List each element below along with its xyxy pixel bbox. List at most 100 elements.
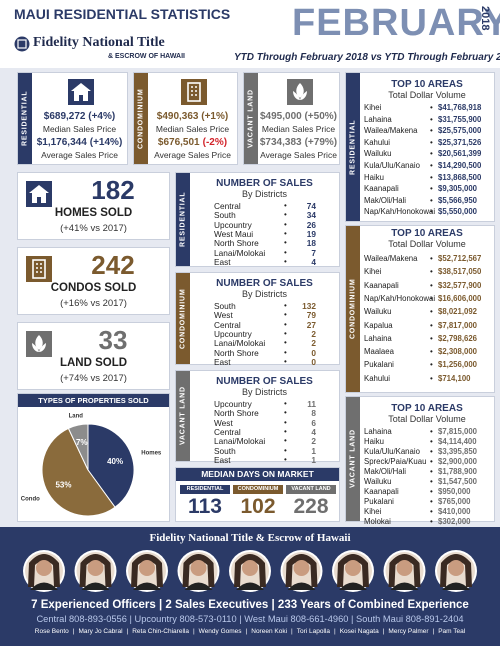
bullet: • bbox=[430, 457, 433, 466]
district-name: Upcountry bbox=[214, 328, 252, 339]
bullet: • bbox=[430, 207, 433, 217]
bullet: • bbox=[284, 399, 287, 408]
area-name: Wailea/Makena bbox=[364, 126, 418, 136]
district-count: 1 bbox=[311, 445, 316, 456]
top-areas-subtitle: Total Dollar Volume bbox=[388, 239, 466, 249]
staff-name: Rose Bento bbox=[34, 628, 69, 635]
area-name: Spreck/Paia/Kuau bbox=[364, 457, 427, 466]
area-volume: $765,000 bbox=[438, 497, 471, 506]
days-label: VACANT LAND bbox=[286, 485, 336, 494]
area-name: Lahaina bbox=[364, 427, 392, 436]
district-box: RESIDENTIAL NUMBER OF SALES By Districts Ce… bbox=[175, 172, 340, 267]
icon-glyph bbox=[32, 259, 46, 279]
area-name: Kapalua bbox=[364, 320, 393, 330]
district-name: East bbox=[214, 454, 231, 465]
district-count: 2 bbox=[311, 328, 316, 339]
district-count: 4 bbox=[311, 256, 316, 267]
area-name: Kaanapali bbox=[364, 184, 399, 194]
area-name: Kihei bbox=[364, 267, 382, 277]
side-label: VACANT LAND bbox=[346, 397, 360, 521]
side-label: CONDOMINIUM bbox=[134, 73, 148, 164]
tagline: 7 Experienced Officers | 2 Sales Executi… bbox=[31, 599, 469, 611]
bullet: • bbox=[430, 280, 433, 290]
bullet: • bbox=[430, 373, 433, 383]
bullet: • bbox=[284, 445, 287, 455]
average-label: Average Sales Price bbox=[154, 150, 231, 160]
bullet: • bbox=[430, 477, 433, 486]
bullet: • bbox=[430, 360, 433, 370]
area-volume: $14,290,500 bbox=[438, 161, 482, 170]
district-name: East bbox=[214, 256, 231, 267]
staff-name: Pam Teal bbox=[438, 628, 466, 635]
district-name: North Shore bbox=[214, 408, 259, 419]
days-value: 228 bbox=[293, 495, 329, 518]
staff-photo bbox=[23, 550, 65, 592]
area-volume: $8,021,092 bbox=[438, 307, 478, 317]
days-value: 113 bbox=[188, 495, 222, 518]
area-volume: $5,566,950 bbox=[438, 195, 478, 205]
sold-count: 182 bbox=[91, 175, 135, 205]
icon bbox=[286, 79, 313, 105]
area-name: Wailuku bbox=[364, 149, 392, 159]
chart-title: TYPES OF PROPERTIES SOLD bbox=[18, 394, 169, 407]
separator: | bbox=[126, 628, 129, 635]
logo bbox=[14, 36, 30, 52]
district-name: East bbox=[214, 356, 231, 367]
period: YTD Through February 2018 vs YTD Through… bbox=[234, 52, 500, 63]
staff-name: Mercy Palmer bbox=[388, 628, 429, 635]
district-name: Upcountry bbox=[214, 399, 252, 409]
median-price: $689,272 (+4%) bbox=[43, 111, 116, 122]
category-label: Condo bbox=[21, 497, 40, 503]
icon-glyph bbox=[292, 83, 307, 100]
bullet: • bbox=[284, 210, 287, 220]
average-change: (+14%) bbox=[89, 137, 123, 148]
sold-label: CONDOS SOLD bbox=[50, 282, 137, 294]
district-box: VACANT LAND NUMBER OF SALES By Districts Up… bbox=[175, 370, 340, 465]
staff-photo bbox=[126, 550, 168, 592]
area-volume: $25,575,000 bbox=[438, 126, 482, 136]
district-title: NUMBER OF SALES bbox=[216, 178, 313, 189]
area-name: Kula/Ulu/Kanaio bbox=[364, 447, 420, 456]
days-box: MEDIAN DAYS ON MARKET RESIDENTIAL 113 CONDO… bbox=[175, 467, 340, 522]
average-label: Average Sales Price bbox=[41, 150, 118, 160]
bullet: • bbox=[430, 137, 433, 147]
area-name: Maalaea bbox=[364, 347, 394, 357]
district-name: Lanai/Molokai bbox=[214, 247, 266, 258]
district-count: 0 bbox=[311, 356, 316, 367]
icon bbox=[26, 256, 52, 282]
staff-name: Noreen Koki bbox=[251, 628, 288, 635]
bullet: • bbox=[430, 437, 433, 446]
median-label: Median Sales Price bbox=[42, 124, 117, 134]
area-volume: $4,114,400 bbox=[438, 437, 477, 446]
side-label: RESIDENTIAL bbox=[176, 173, 190, 266]
district-name: South bbox=[214, 301, 236, 311]
staff-photo bbox=[177, 550, 220, 592]
bullet: • bbox=[430, 427, 433, 436]
average-change: (-2%) bbox=[202, 137, 228, 148]
bullet: • bbox=[284, 436, 287, 446]
separator: | bbox=[291, 628, 293, 635]
value-label: 7% bbox=[76, 438, 88, 447]
district-name: Central bbox=[214, 426, 241, 437]
separator: | bbox=[432, 628, 435, 635]
area-volume: $714,100 bbox=[438, 373, 471, 383]
price-box: VACANT LAND $495,000 (+50%) Median Sales P… bbox=[243, 72, 340, 165]
bullet: • bbox=[284, 454, 287, 464]
bullet: • bbox=[284, 408, 287, 418]
area-name: Wailuku bbox=[364, 307, 392, 317]
names: Rose Bento | Mary Jo Cabral | Reta Chin-Chia… bbox=[0, 628, 500, 635]
sold-change: (+41% vs 2017) bbox=[60, 223, 127, 234]
top-areas-title: TOP 10 AREAS bbox=[391, 228, 463, 239]
area-volume: $1,788,900 bbox=[438, 467, 478, 476]
median-price: $490,363 (+1%) bbox=[156, 111, 229, 122]
area-name: Kihei bbox=[364, 507, 382, 516]
district-name: North Shore bbox=[214, 238, 259, 249]
average-price: $1,176,344 bbox=[36, 137, 87, 148]
top-areas-title: TOP 10 AREAS bbox=[391, 79, 463, 90]
district-subtitle: By Districts bbox=[242, 189, 287, 199]
sold-box: 242 CONDOS SOLD (+16% vs 2017) bbox=[17, 247, 170, 315]
area-volume: $1,256,000 bbox=[438, 360, 478, 370]
icon-glyph bbox=[32, 335, 46, 352]
bullet: • bbox=[430, 333, 433, 343]
